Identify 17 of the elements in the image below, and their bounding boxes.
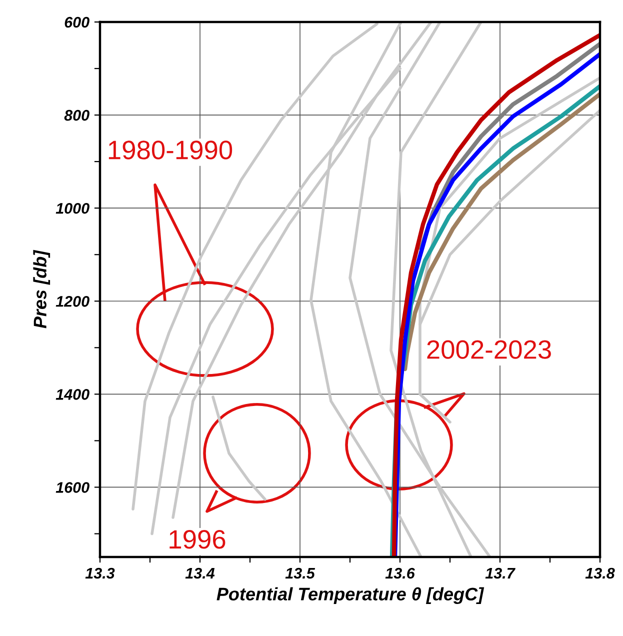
y-tick-label: 1600 [56,482,90,493]
x-tick-label: 13.7 [485,568,516,579]
annotation: 1996 [170,530,226,549]
x-axis-title: Potential Temperature θ [degC] [216,587,484,604]
y-tick-label: 1400 [56,389,90,400]
x-tick-label: 13.5 [285,568,316,579]
x-tick-label: 13.6 [385,568,415,579]
y-tick-label: 600 [64,16,90,28]
x-tick-label: 13.4 [185,568,215,579]
annotation: 2002-2023 [427,340,551,359]
annotation: 1980-1990 [108,140,232,160]
x-tick-label: 13.3 [85,568,115,579]
y-tick-label: 1000 [56,202,90,214]
x-tick-label: 13.8 [585,568,615,579]
y-axis-title: Pres [db] [33,250,50,328]
y-tick-label: 800 [64,110,90,121]
y-tick-label: 1200 [56,296,90,307]
